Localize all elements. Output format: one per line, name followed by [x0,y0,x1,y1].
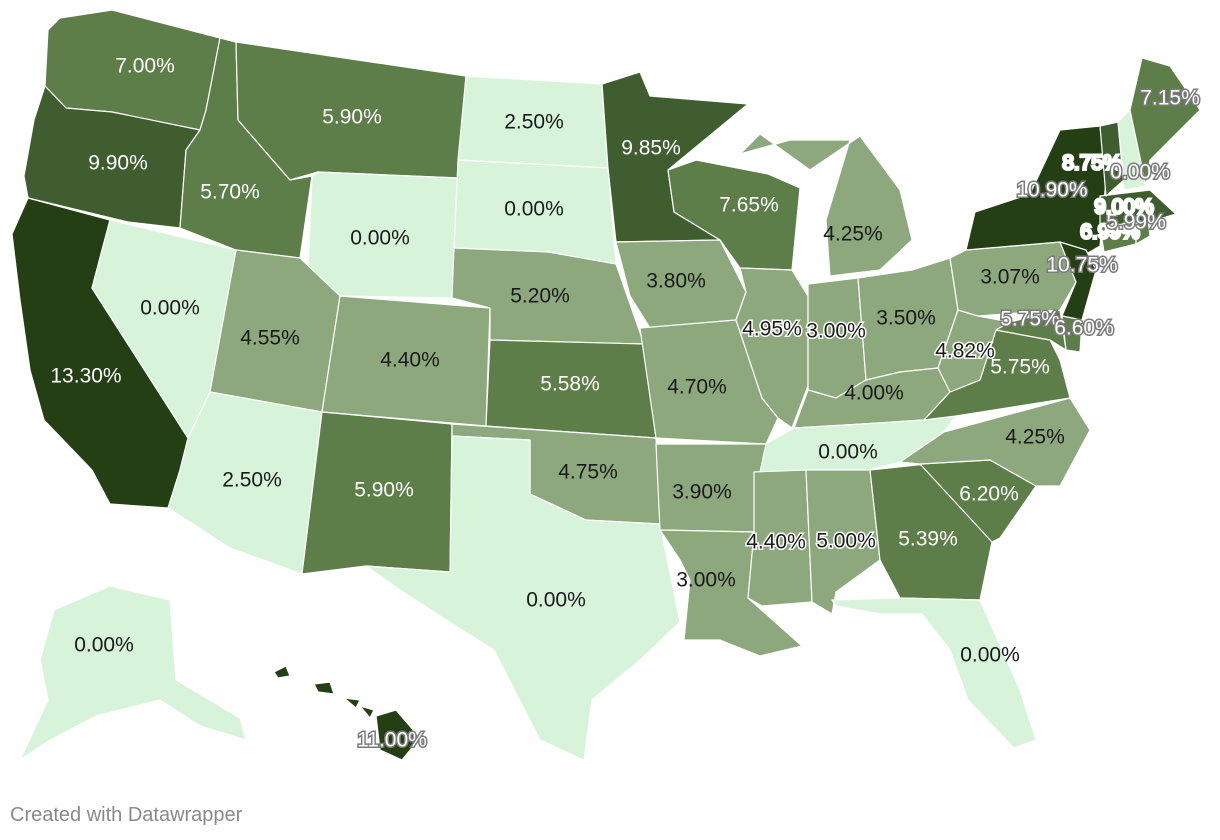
label-NV: 0.00% [140,297,200,320]
state-ME[interactable] [1129,57,1201,187]
state-MD[interactable] [995,309,1067,351]
label-IL: 4.95% [742,318,802,341]
label-DE: 6.60% [1054,317,1114,340]
label-OK: 4.75% [558,461,618,484]
label-MO: 4.70% [667,376,727,399]
label-NJ: 10.75% [1046,254,1117,277]
label-WV: 4.82% [935,340,995,363]
label-VA: 5.75% [990,356,1050,379]
label-KY: 4.00% [844,382,904,405]
label-IN: 3.00% [806,320,866,343]
label-CT: 6.99% [1080,221,1140,244]
state-TX[interactable] [365,435,681,761]
label-HI: 11.00% [357,729,427,752]
label-FL: 0.00% [960,644,1020,667]
label-MN: 9.85% [621,137,681,160]
credit-text: Created with Datawrapper [10,804,243,826]
label-OH: 3.50% [876,307,936,330]
label-NH: 0.00% [1110,161,1170,184]
label-ME: 7.15% [1140,87,1200,110]
label-MA: 9.00% [1094,196,1154,219]
label-NY: 10.90% [1016,179,1087,202]
label-WA: 7.00% [115,55,175,78]
state-FL[interactable] [831,597,1037,749]
label-SC: 6.20% [959,483,1019,506]
label-AZ: 2.50% [222,469,282,492]
label-IA: 3.80% [646,270,706,293]
label-AL: 5.00% [816,530,876,553]
label-NC: 4.25% [1005,426,1065,449]
label-PA: 3.07% [980,266,1040,289]
state-shapes [11,9,1201,761]
label-ND: 2.50% [504,111,564,134]
state-IL[interactable] [735,267,809,429]
label-WI: 7.65% [719,194,779,217]
label-CO: 4.40% [380,349,440,372]
label-VT: 8.75% [1062,152,1122,175]
label-MD: 5.75% [1000,308,1060,331]
state-MA[interactable] [1099,189,1177,227]
us-choropleth-map: 7.00% 9.90% 13.30% 0.00% 5.70% 5.90% 0.0… [11,9,1201,761]
label-NM: 5.90% [354,479,414,502]
label-MT: 5.90% [322,106,382,129]
label-MS: 4.40% [746,531,806,554]
label-SD: 0.00% [504,198,564,221]
label-NE: 5.20% [510,285,570,308]
state-NC[interactable] [899,397,1091,487]
state-AK[interactable] [19,585,247,761]
label-RI: 5.99% [1106,211,1166,234]
label-KS: 5.58% [540,373,600,396]
label-UT: 4.55% [240,327,300,350]
label-AR: 3.90% [672,481,732,504]
label-GA: 5.39% [898,528,958,551]
label-CA: 13.30% [50,365,121,388]
state-HI[interactable] [273,665,421,761]
label-TN: 0.00% [818,441,878,464]
state-labels: 7.00% 9.90% 13.30% 0.00% 5.70% 5.90% 0.0… [50,55,1201,754]
state-MI[interactable] [739,133,913,277]
label-MI: 4.25% [823,223,883,246]
label-TX: 0.00% [526,589,586,612]
label-LA: 3.00% [676,569,736,592]
label-WY: 0.00% [350,227,410,250]
label-AK: 0.00% [74,634,134,657]
label-ID: 5.70% [200,181,260,204]
label-OR: 9.90% [88,152,148,175]
